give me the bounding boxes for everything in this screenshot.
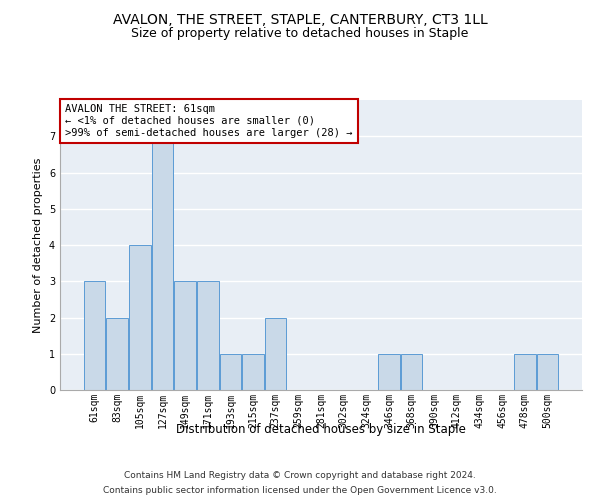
- Y-axis label: Number of detached properties: Number of detached properties: [34, 158, 43, 332]
- Bar: [514, 354, 536, 390]
- Bar: [106, 318, 128, 390]
- Text: AVALON, THE STREET, STAPLE, CANTERBURY, CT3 1LL: AVALON, THE STREET, STAPLE, CANTERBURY, …: [113, 12, 487, 26]
- Bar: [242, 354, 264, 390]
- Text: AVALON THE STREET: 61sqm
← <1% of detached houses are smaller (0)
>99% of semi-d: AVALON THE STREET: 61sqm ← <1% of detach…: [65, 104, 353, 138]
- Bar: [175, 281, 196, 390]
- Bar: [220, 354, 241, 390]
- Bar: [265, 318, 286, 390]
- Bar: [378, 354, 400, 390]
- Text: Size of property relative to detached houses in Staple: Size of property relative to detached ho…: [131, 28, 469, 40]
- Bar: [197, 281, 218, 390]
- Bar: [129, 245, 151, 390]
- Text: Distribution of detached houses by size in Staple: Distribution of detached houses by size …: [176, 422, 466, 436]
- Text: Contains public sector information licensed under the Open Government Licence v3: Contains public sector information licen…: [103, 486, 497, 495]
- Bar: [152, 136, 173, 390]
- Bar: [84, 281, 105, 390]
- Text: Contains HM Land Registry data © Crown copyright and database right 2024.: Contains HM Land Registry data © Crown c…: [124, 471, 476, 480]
- Bar: [537, 354, 558, 390]
- Bar: [401, 354, 422, 390]
